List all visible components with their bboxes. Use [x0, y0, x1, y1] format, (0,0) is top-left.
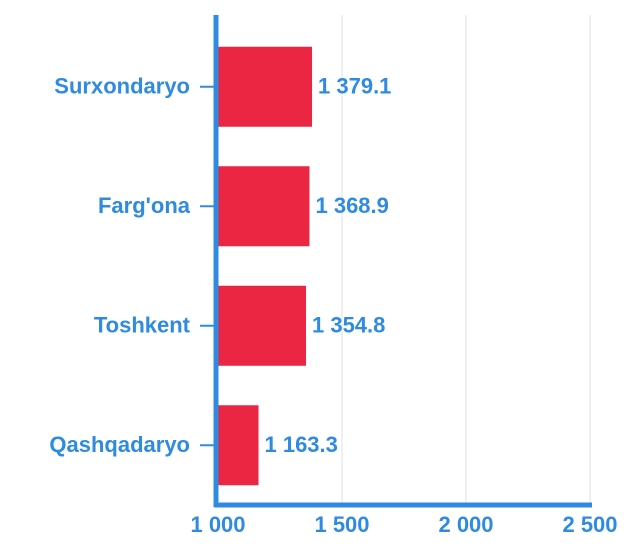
bar — [218, 405, 259, 486]
value-label: 1 379.1 — [318, 74, 391, 99]
value-label: 1 163.3 — [264, 432, 337, 457]
y-tick-label: Surxondaryo — [54, 74, 190, 99]
value-label: 1 354.8 — [312, 313, 385, 338]
value-label: 1 368.9 — [315, 193, 388, 218]
x-tick-label: 2 000 — [438, 512, 493, 537]
x-tick-label: 1 000 — [190, 512, 245, 537]
bar — [218, 46, 313, 127]
x-tick-label: 1 500 — [314, 512, 369, 537]
bar — [218, 285, 306, 366]
bar — [218, 166, 310, 247]
y-tick-label: Toshkent — [94, 313, 191, 338]
y-tick-label: Farg'ona — [98, 193, 191, 218]
y-tick-label: Qashqadaryo — [49, 432, 190, 457]
x-tick-label: 2 500 — [562, 512, 617, 537]
